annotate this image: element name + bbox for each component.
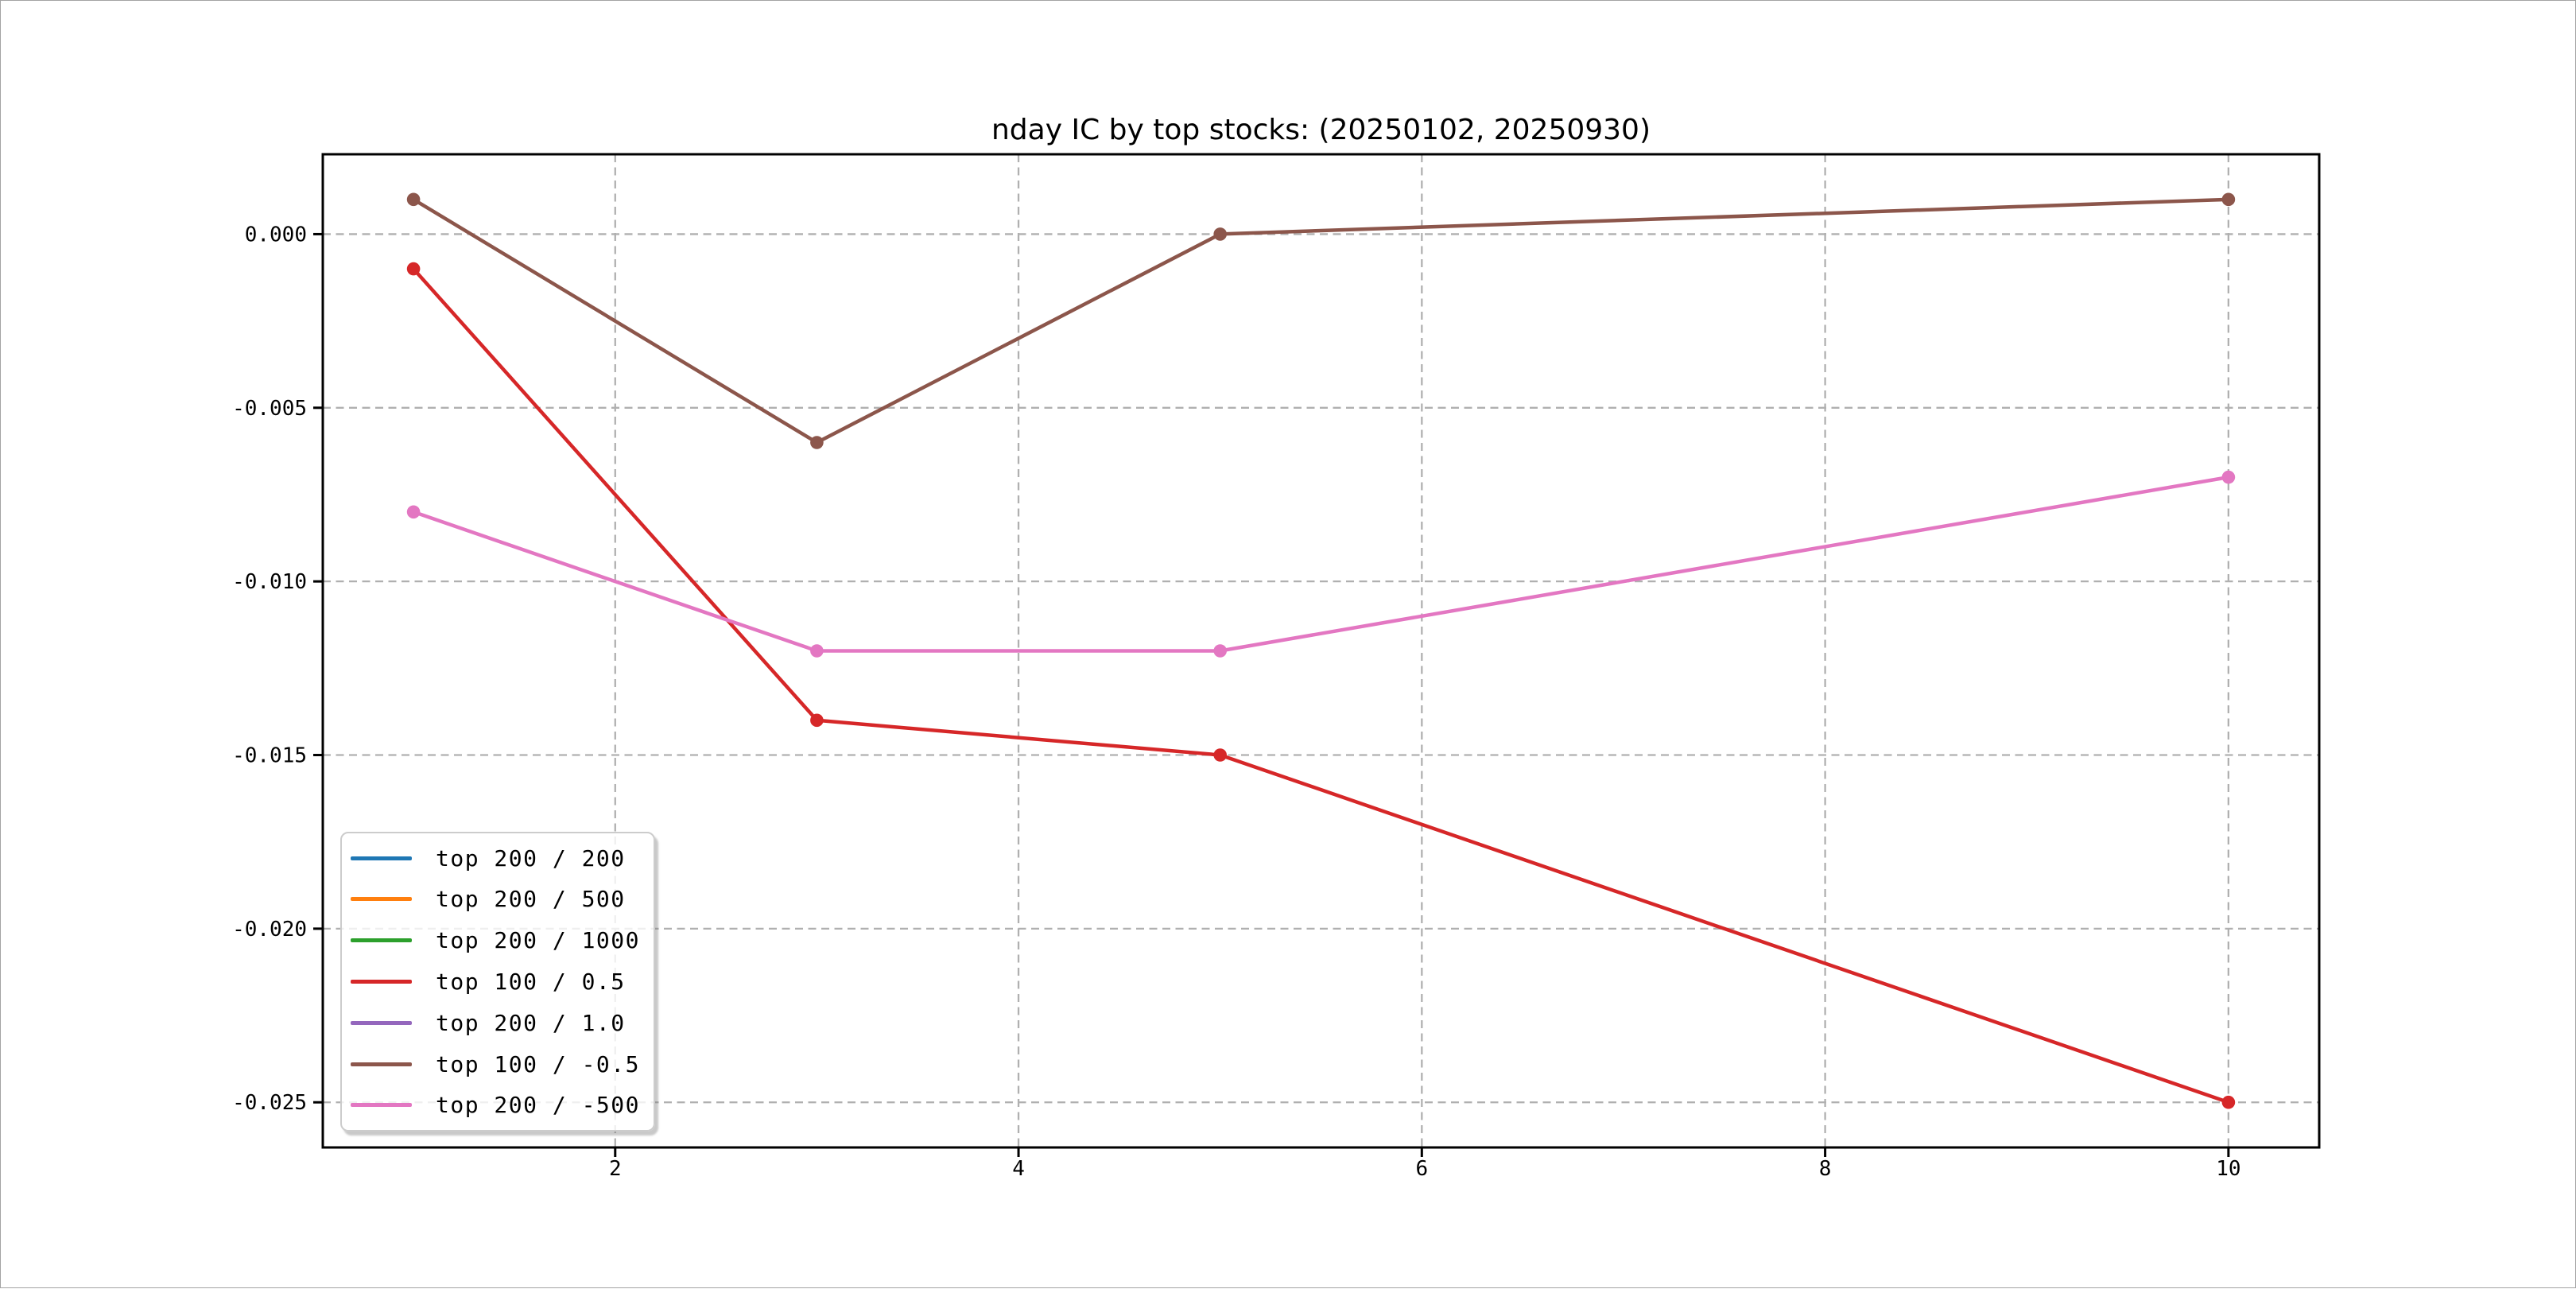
marker-top-100-0-5 [810,436,824,449]
legend-line-sample [351,1103,412,1108]
legend-label: top 200 / -500 [436,1092,641,1119]
marker-top-100-0-5 [1213,748,1227,762]
marker-top-100-0-5 [406,262,421,276]
legend-line-sample [351,979,412,984]
plot-border [321,153,2321,1149]
x-tick-label: 6 [1415,1157,1428,1181]
x-tick-label: 2 [609,1157,622,1181]
marker-top-200-500 [2221,470,2236,484]
legend-label: top 200 / 500 [436,886,626,913]
legend-label: top 100 / 0.5 [436,968,626,995]
y-tick-label: 0.000 [245,223,307,247]
x-tick-label: 8 [1819,1157,1832,1181]
legend-line-sample [351,897,412,902]
series-line-top-100-0-5 [412,267,2229,1105]
marker-top-100-0-5 [2221,192,2236,207]
marker-top-100-0-5 [2221,1095,2236,1109]
y-tick-label: -0.020 [232,918,307,942]
x-tick-label: 4 [1012,1157,1025,1181]
legend-line-sample [351,1062,412,1066]
legend-item: top 100 / -0.5 [351,1050,646,1077]
x-tick-label: 10 [2216,1157,2240,1181]
legend-label: top 200 / 200 [436,844,626,872]
y-tick-label: -0.005 [232,397,307,421]
series-line-top-100-0-5 [412,197,2229,445]
legend-label: top 200 / 1000 [436,927,641,954]
y-tick-label: -0.025 [232,1091,307,1115]
marker-top-100-0-5 [1213,227,1227,241]
legend-line-sample [351,938,412,943]
legend-label: top 200 / 1.0 [436,1009,626,1036]
series-line-top-200-500 [413,475,2229,653]
y-tick-label: -0.015 [232,744,307,768]
legend-item: top 200 / 1.0 [351,1009,646,1036]
legend-item: top 200 / 1000 [351,927,646,954]
marker-top-200-500 [810,644,824,658]
legend-item: top 100 / 0.5 [351,968,646,995]
legend-line-sample [351,1020,412,1025]
y-tick-label: -0.010 [232,570,307,594]
legend-item: top 200 / 500 [351,886,646,913]
legend-item: top 200 / 200 [351,844,646,872]
marker-top-100-0-5 [406,192,421,207]
marker-top-100-0-5 [810,713,824,728]
legend-label: top 100 / -0.5 [436,1050,641,1077]
marker-top-200-500 [1213,644,1227,658]
chart-title: nday IC by top stocks: (20250102, 202509… [991,114,1651,146]
legend-line-sample [351,856,412,860]
marker-top-200-500 [406,505,421,519]
legend: top 200 / 200 top 200 / 500 top 200 / 1000… [340,832,655,1132]
legend-item: top 200 / -500 [351,1092,646,1119]
